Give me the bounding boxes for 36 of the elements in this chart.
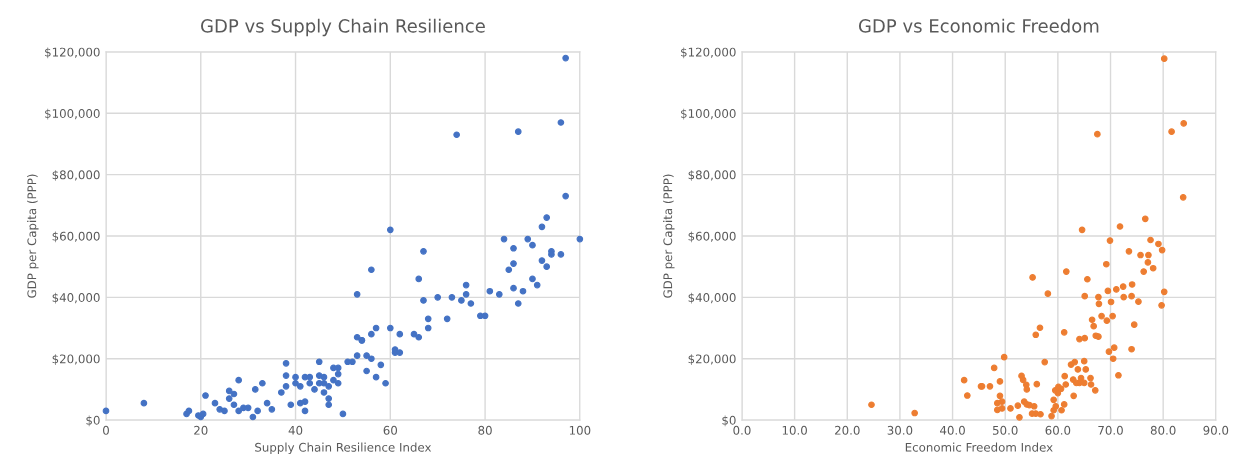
- y-tick-label: $20,000: [52, 354, 100, 365]
- y-tick-label: $60,000: [688, 231, 736, 243]
- y-tick-label: $120,000: [681, 47, 736, 59]
- y-tick-label: $40,000: [688, 292, 736, 304]
- y-tick-label: $0: [86, 415, 100, 427]
- chart-title: GDP vs Economic Freedom: [858, 18, 1099, 33]
- x-tick-label: 90.0: [1203, 425, 1229, 435]
- x-tick-label: 10.0: [782, 425, 807, 435]
- y-tick-label: $80,000: [52, 170, 100, 181]
- y-tick-label: $100,000: [45, 108, 100, 120]
- x-tick-label: 30.0: [887, 425, 913, 435]
- x-tick-label: 40.0: [940, 425, 965, 435]
- x-tick-label: 20.0: [834, 425, 860, 435]
- x-axis-title: Economic Freedom Index: [905, 442, 1053, 452]
- x-tick-label: 50.0: [992, 425, 1018, 435]
- y-tick-label: $20,000: [688, 354, 736, 365]
- y-tick-label: $80,000: [688, 170, 736, 181]
- x-tick-label: 100: [569, 425, 591, 435]
- y-axis-title: GDP per Capita (PPP): [663, 174, 675, 298]
- y-axis-title: GDP per Capita (PPP): [27, 174, 39, 298]
- x-tick-label: 80: [478, 425, 492, 435]
- x-axis-title: Supply Chain Resilience Index: [255, 442, 432, 455]
- x-tick-label: 40: [288, 425, 303, 435]
- y-tick-label: $60,000: [52, 231, 100, 243]
- chart-title: GDP vs Supply Chain Resilience: [201, 18, 485, 37]
- x-tick-label: 80.0: [1150, 425, 1176, 435]
- x-tick-label: 60.0: [1045, 425, 1071, 435]
- y-tick-label: $100,000: [681, 108, 736, 120]
- x-tick-label: 0: [103, 425, 109, 435]
- y-tick-label: $0: [722, 415, 736, 427]
- x-tick-label: 60: [383, 425, 398, 435]
- y-tick-label: $40,000: [52, 292, 100, 304]
- x-tick-label: 70.0: [1098, 425, 1123, 435]
- x-tick-label: 20: [194, 425, 208, 435]
- y-tick-label: $120,000: [45, 47, 100, 59]
- x-tick-label: 0.0: [733, 425, 751, 435]
